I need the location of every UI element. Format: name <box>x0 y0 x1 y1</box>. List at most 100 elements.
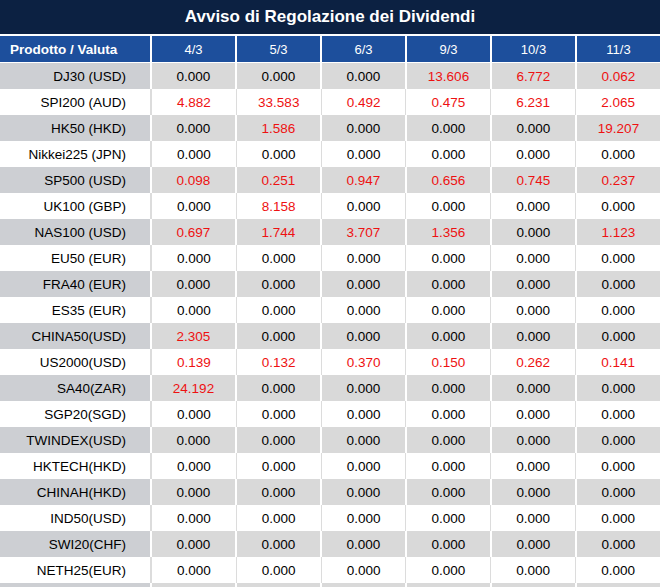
column-header-date: 11/3 <box>577 36 660 62</box>
value-cell: 0.000 <box>322 193 407 219</box>
table-row: Nikkei225 (JPN)0.0000.0000.0000.0000.000… <box>0 141 660 167</box>
value-cell: 2.065 <box>576 89 660 115</box>
product-cell: US2000(USD) <box>0 349 152 375</box>
value-cell: 0.000 <box>237 375 322 401</box>
value-cell: 0.000 <box>237 453 322 479</box>
value-cell: 0.000 <box>576 193 660 219</box>
value-cell: 0.000 <box>407 115 492 141</box>
value-cell: 0.000 <box>237 63 322 89</box>
value-cell: 0.000 <box>237 401 322 427</box>
product-cell: SPI200 (AUD) <box>0 89 152 115</box>
column-header-date: 4/3 <box>152 36 237 62</box>
value-cell: 0.000 <box>152 479 237 505</box>
dividend-adjustment-table: Avviso di Regolazione dei Dividendi Prod… <box>0 0 660 587</box>
value-cell: 0.745 <box>492 167 577 193</box>
product-cell: IND50(USD) <box>0 505 152 531</box>
value-cell <box>407 583 492 587</box>
table-row: FRA40 (EUR)0.0000.0000.0000.0000.0000.00… <box>0 271 660 297</box>
value-cell: 1.586 <box>237 115 322 141</box>
product-cell: SGP20(SGD) <box>0 401 152 427</box>
value-cell: 0.262 <box>491 349 576 375</box>
value-cell: 0.098 <box>152 167 237 193</box>
value-cell: 0.000 <box>322 531 407 557</box>
column-header-date: 10/3 <box>492 36 577 62</box>
value-cell: 0.000 <box>237 271 322 297</box>
product-cell: NETH25(EUR) <box>0 557 152 583</box>
header-row: Prodotto / Valuta4/35/36/39/310/311/3 <box>0 36 660 63</box>
product-cell: ES35 (EUR) <box>0 297 152 323</box>
value-cell: 0.000 <box>152 297 237 323</box>
value-cell: 0.000 <box>491 401 576 427</box>
value-cell <box>237 583 322 587</box>
product-cell: SP500 (USD) <box>0 167 152 193</box>
value-cell: 0.132 <box>237 349 322 375</box>
product-cell: UK100 (GBP) <box>0 193 152 219</box>
value-cell: 0.000 <box>576 297 660 323</box>
product-cell: FRA40 (EUR) <box>0 271 152 297</box>
value-cell: 0.000 <box>491 141 576 167</box>
value-cell: 0.000 <box>407 375 492 401</box>
table-row: EU50 (EUR)0.0000.0000.0000.0000.0000.000 <box>0 245 660 271</box>
value-cell: 8.158 <box>237 193 322 219</box>
value-cell: 0.000 <box>491 193 576 219</box>
value-cell: 0.000 <box>237 323 322 349</box>
table-title: Avviso di Regolazione dei Dividendi <box>0 0 660 36</box>
value-cell: 0.000 <box>576 453 660 479</box>
value-cell: 0.000 <box>322 141 407 167</box>
table-body: DJ30 (USD)0.0000.0000.00013.6066.7720.06… <box>0 63 660 587</box>
value-cell: 0.000 <box>491 505 576 531</box>
table-row: US2000(USD)0.1390.1320.3700.1500.2620.14… <box>0 349 660 375</box>
value-cell: 0.000 <box>322 427 407 453</box>
value-cell: 0.000 <box>407 479 492 505</box>
value-cell <box>492 583 577 587</box>
value-cell: 6.231 <box>491 89 576 115</box>
value-cell: 0.251 <box>237 167 322 193</box>
value-cell: 4.882 <box>152 89 237 115</box>
value-cell: 0.000 <box>407 427 492 453</box>
product-cell: CHINA50(USD) <box>0 323 152 349</box>
product-cell: NAS100 (USD) <box>0 219 152 245</box>
value-cell <box>577 583 660 587</box>
value-cell: 0.141 <box>576 349 660 375</box>
value-cell: 19.207 <box>577 115 660 141</box>
product-cell: HK50 (HKD) <box>0 115 152 141</box>
value-cell: 0.947 <box>322 167 407 193</box>
value-cell: 0.000 <box>237 297 322 323</box>
column-header-product: Prodotto / Valuta <box>0 36 152 62</box>
value-cell: 13.606 <box>407 63 492 89</box>
value-cell: 0.492 <box>322 89 407 115</box>
value-cell <box>322 583 407 587</box>
value-cell: 0.000 <box>152 427 237 453</box>
value-cell: 0.062 <box>577 63 660 89</box>
value-cell: 0.000 <box>407 531 492 557</box>
product-cell: HKTECH(HKD) <box>0 453 152 479</box>
value-cell: 0.000 <box>406 141 491 167</box>
value-cell: 0.000 <box>152 271 237 297</box>
product-cell: SA40(ZAR) <box>0 375 152 401</box>
value-cell: 0.000 <box>152 141 237 167</box>
value-cell: 0.475 <box>406 89 491 115</box>
table-row: ES35 (EUR)0.0000.0000.0000.0000.0000.000 <box>0 297 660 323</box>
value-cell: 0.656 <box>407 167 492 193</box>
table-row: IND50(USD)0.0000.0000.0000.0000.0000.000 <box>0 505 660 531</box>
value-cell: 0.000 <box>322 479 407 505</box>
value-cell: 0.000 <box>407 271 492 297</box>
value-cell: 0.000 <box>406 453 491 479</box>
value-cell: 0.000 <box>406 297 491 323</box>
value-cell: 0.000 <box>576 141 660 167</box>
value-cell: 0.000 <box>406 245 491 271</box>
value-cell: 33.583 <box>237 89 322 115</box>
table-row: SPI200 (AUD)4.88233.5830.4920.4756.2312.… <box>0 89 660 115</box>
value-cell: 0.000 <box>406 193 491 219</box>
table-row: SP500 (USD)0.0980.2510.9470.6560.7450.23… <box>0 167 660 193</box>
value-cell: 0.000 <box>237 531 322 557</box>
value-cell: 0.000 <box>322 505 407 531</box>
value-cell: 0.000 <box>576 505 660 531</box>
table-row: NETH25(EUR)0.0000.0000.0000.0000.0000.00… <box>0 557 660 583</box>
value-cell: 0.000 <box>492 323 577 349</box>
value-cell: 0.000 <box>492 479 577 505</box>
value-cell: 0.000 <box>152 557 237 583</box>
value-cell: 0.000 <box>237 245 322 271</box>
product-cell: CHINAH(HKD) <box>0 479 152 505</box>
table-row: SGP20(SGD)0.0000.0000.0000.0000.0000.000 <box>0 401 660 427</box>
